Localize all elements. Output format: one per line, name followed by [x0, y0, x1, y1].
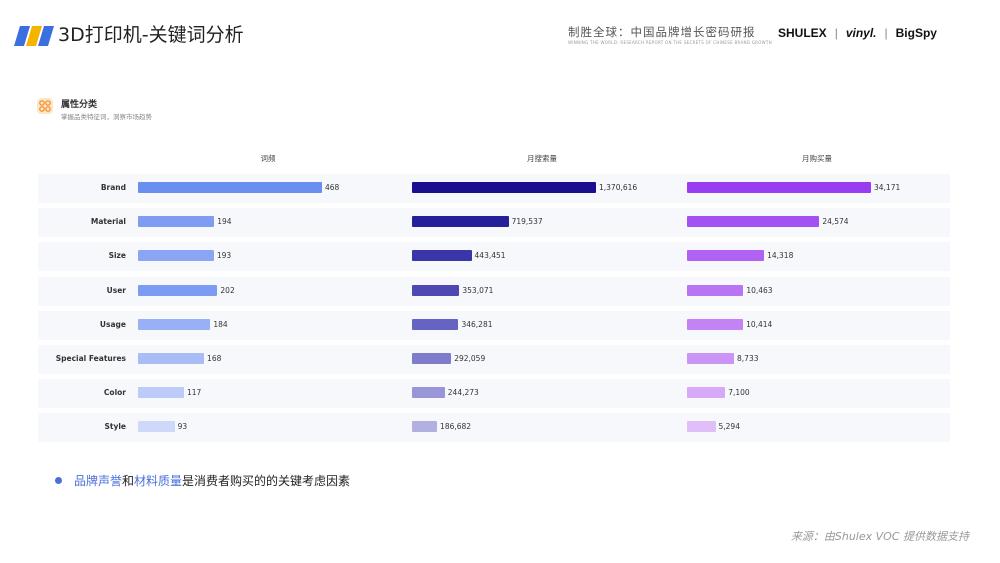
bigspy-logo: BigSpy: [895, 26, 937, 40]
bar: [138, 387, 184, 399]
bar: [412, 250, 472, 262]
insight-text: 和: [122, 474, 135, 488]
bar: [138, 318, 211, 330]
data-label: 14,318: [767, 251, 794, 261]
bar: [412, 182, 596, 193]
bar: [412, 353, 452, 364]
data-label: 346,281: [461, 319, 493, 329]
report-name: 制胜全球：中国品牌增长密码研报: [568, 25, 756, 39]
report-logo-icon: [14, 26, 54, 46]
insight-highlight-brand: 品牌声誉: [74, 474, 123, 488]
insight-text: 是消费者购买的的关键考虑因素: [182, 474, 351, 488]
bullet-dot-icon: [55, 477, 62, 484]
data-label: 7,100: [728, 388, 750, 398]
data-label: 202: [220, 285, 235, 295]
data-label: 184: [213, 319, 228, 329]
bar: [138, 421, 175, 433]
data-label: 10,414: [746, 319, 773, 329]
data-label: 292,059: [454, 354, 486, 363]
logo-separator: |: [884, 26, 888, 40]
bar: [412, 318, 459, 330]
partner-logos: SHULEX | vinyl. | BigSpy: [778, 26, 937, 40]
category-label: Special Features: [55, 354, 126, 363]
key-insight: 品牌声誉和材料质量是消费者购买的的关键考虑因素: [74, 472, 350, 489]
data-label: 186,682: [440, 422, 472, 432]
data-label: 8,733: [737, 354, 759, 363]
vinyl-logo: vinyl.: [845, 26, 877, 40]
bar: [687, 250, 765, 262]
data-label: 244,273: [447, 388, 479, 398]
section-title: 属性分类: [61, 100, 98, 110]
data-label: 117: [187, 388, 202, 398]
category-label: User: [106, 285, 126, 295]
data-label: 468: [325, 183, 340, 192]
data-label: 10,463: [746, 285, 773, 295]
category-label: Color: [103, 388, 126, 398]
bar: [138, 353, 205, 364]
category-grid-icon: [37, 98, 53, 114]
bar: [138, 284, 218, 296]
data-label: 93: [177, 422, 188, 432]
data-label: 34,171: [874, 183, 901, 192]
bar: [687, 353, 735, 364]
category-label: Style: [104, 422, 126, 432]
data-label: 1,370,616: [599, 183, 638, 192]
insight-highlight-material: 材料质量: [134, 474, 183, 488]
data-label: 5,294: [718, 422, 740, 432]
bar: [687, 182, 871, 193]
column-header: 月搜索量: [527, 154, 557, 163]
category-label: Size: [108, 251, 126, 261]
bar: [412, 216, 509, 228]
bar: [412, 421, 438, 433]
bar: [687, 387, 726, 399]
logo-separator: |: [834, 26, 838, 40]
column-header: 词频: [260, 154, 276, 163]
category-label: Brand: [100, 183, 126, 192]
bar: [687, 216, 820, 228]
section-subtitle: 掌握品类特征词，洞察市场趋势: [61, 113, 152, 121]
bar: [687, 284, 744, 296]
bar: [687, 318, 744, 330]
row-band: [38, 379, 950, 409]
bar: [138, 216, 215, 228]
category-label: Material: [90, 217, 126, 227]
data-label: 168: [207, 354, 222, 363]
report-name-en: WINNING THE WORLD: RESEARCH REPORT ON TH…: [568, 40, 772, 45]
bar: [138, 182, 322, 193]
bar: [412, 387, 445, 399]
shulex-logo: SHULEX: [778, 26, 827, 40]
data-label: 194: [217, 217, 232, 227]
column-header: 月购买量: [802, 154, 832, 163]
data-label: 443,451: [474, 251, 506, 261]
bar: [412, 284, 460, 296]
row-band: [38, 413, 950, 443]
bar: [687, 421, 716, 433]
data-label: 24,574: [822, 217, 849, 227]
bar: [138, 250, 214, 262]
data-label: 719,537: [511, 217, 543, 227]
data-label: 193: [216, 251, 232, 261]
data-source: 来源：由Shulex VOC 提供数据支持: [790, 530, 969, 543]
category-label: Usage: [99, 319, 126, 329]
page-title: 3D打印机-关键词分析: [58, 24, 244, 46]
data-label: 353,071: [462, 285, 494, 295]
